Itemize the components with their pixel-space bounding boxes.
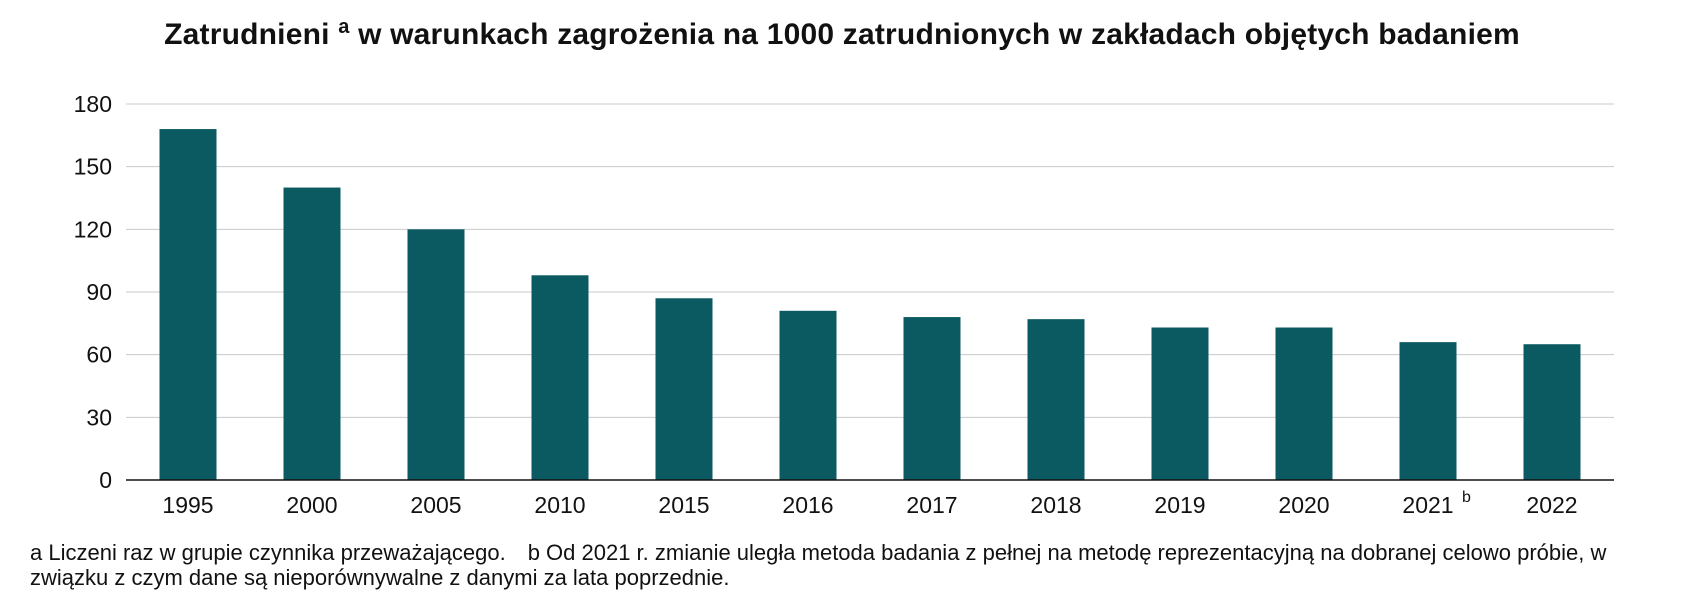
footnote-a: a Liczeni raz w grupie czynnika przeważa…	[30, 540, 506, 565]
y-tick-label: 90	[86, 279, 112, 305]
x-axis-ticks: 1995 2000 2005 2010 2015 2016 2017 2018 2019 2020…	[162, 489, 1577, 518]
chart-title-rest: w warunkach zagrożenia na 1000 zatrudnio…	[358, 18, 1520, 51]
y-axis-ticks: 0 30 60 90 120 150 180	[74, 91, 112, 493]
chart-title: Zatrudnieni a w warunkach zagrożenia na …	[0, 16, 1684, 52]
chart-title-main: Zatrudnieni	[164, 18, 330, 51]
bar-2021	[1399, 342, 1457, 480]
y-tick-label: 60	[86, 342, 112, 368]
bar-2018	[1027, 319, 1085, 480]
x-tick-label-2022: 2022	[1526, 492, 1577, 518]
bar-2019	[1151, 327, 1209, 480]
bar-2017	[903, 317, 961, 480]
gridlines	[126, 103, 1614, 418]
y-tick-label: 30	[86, 404, 112, 430]
x-tick-superscript-2021: b	[1462, 489, 1471, 506]
x-tick-label-2000: 2000	[286, 492, 337, 518]
bar-1995	[159, 129, 217, 481]
y-tick-label: 120	[74, 216, 112, 242]
x-tick-label-2019: 2019	[1154, 492, 1205, 518]
x-tick-label-1995: 1995	[162, 492, 213, 518]
footnotes: a Liczeni raz w grupie czynnika przeważa…	[30, 540, 1670, 590]
chart-title-superscript: a	[338, 16, 350, 38]
y-tick-label: 180	[74, 91, 112, 117]
x-tick-label-2010: 2010	[534, 492, 585, 518]
x-tick-label-2018: 2018	[1030, 492, 1081, 518]
bar-2000	[283, 187, 341, 481]
bar-2020	[1275, 327, 1333, 480]
footnote-b: b Od 2021 r. zmianie uległa metoda badan…	[30, 540, 1607, 590]
bar-2015	[655, 298, 713, 480]
x-tick-label-2017: 2017	[906, 492, 957, 518]
bar-2016	[779, 310, 837, 480]
bars	[159, 129, 1581, 481]
bar-2005	[407, 229, 465, 480]
bar-2022	[1523, 344, 1581, 480]
x-tick-label-2016: 2016	[782, 492, 833, 518]
x-tick-label-2005: 2005	[410, 492, 461, 518]
bar-chart: 0 30 60 90 120 150 180 1995 2000 2005 2010 2015 201…	[74, 91, 1614, 518]
x-tick-label-2021: 2021	[1402, 492, 1453, 518]
x-tick-label-2020: 2020	[1278, 492, 1329, 518]
x-tick-label-2015: 2015	[658, 492, 709, 518]
y-tick-label: 150	[74, 154, 112, 180]
y-tick-label: 0	[99, 467, 112, 493]
bar-2010	[531, 275, 589, 480]
